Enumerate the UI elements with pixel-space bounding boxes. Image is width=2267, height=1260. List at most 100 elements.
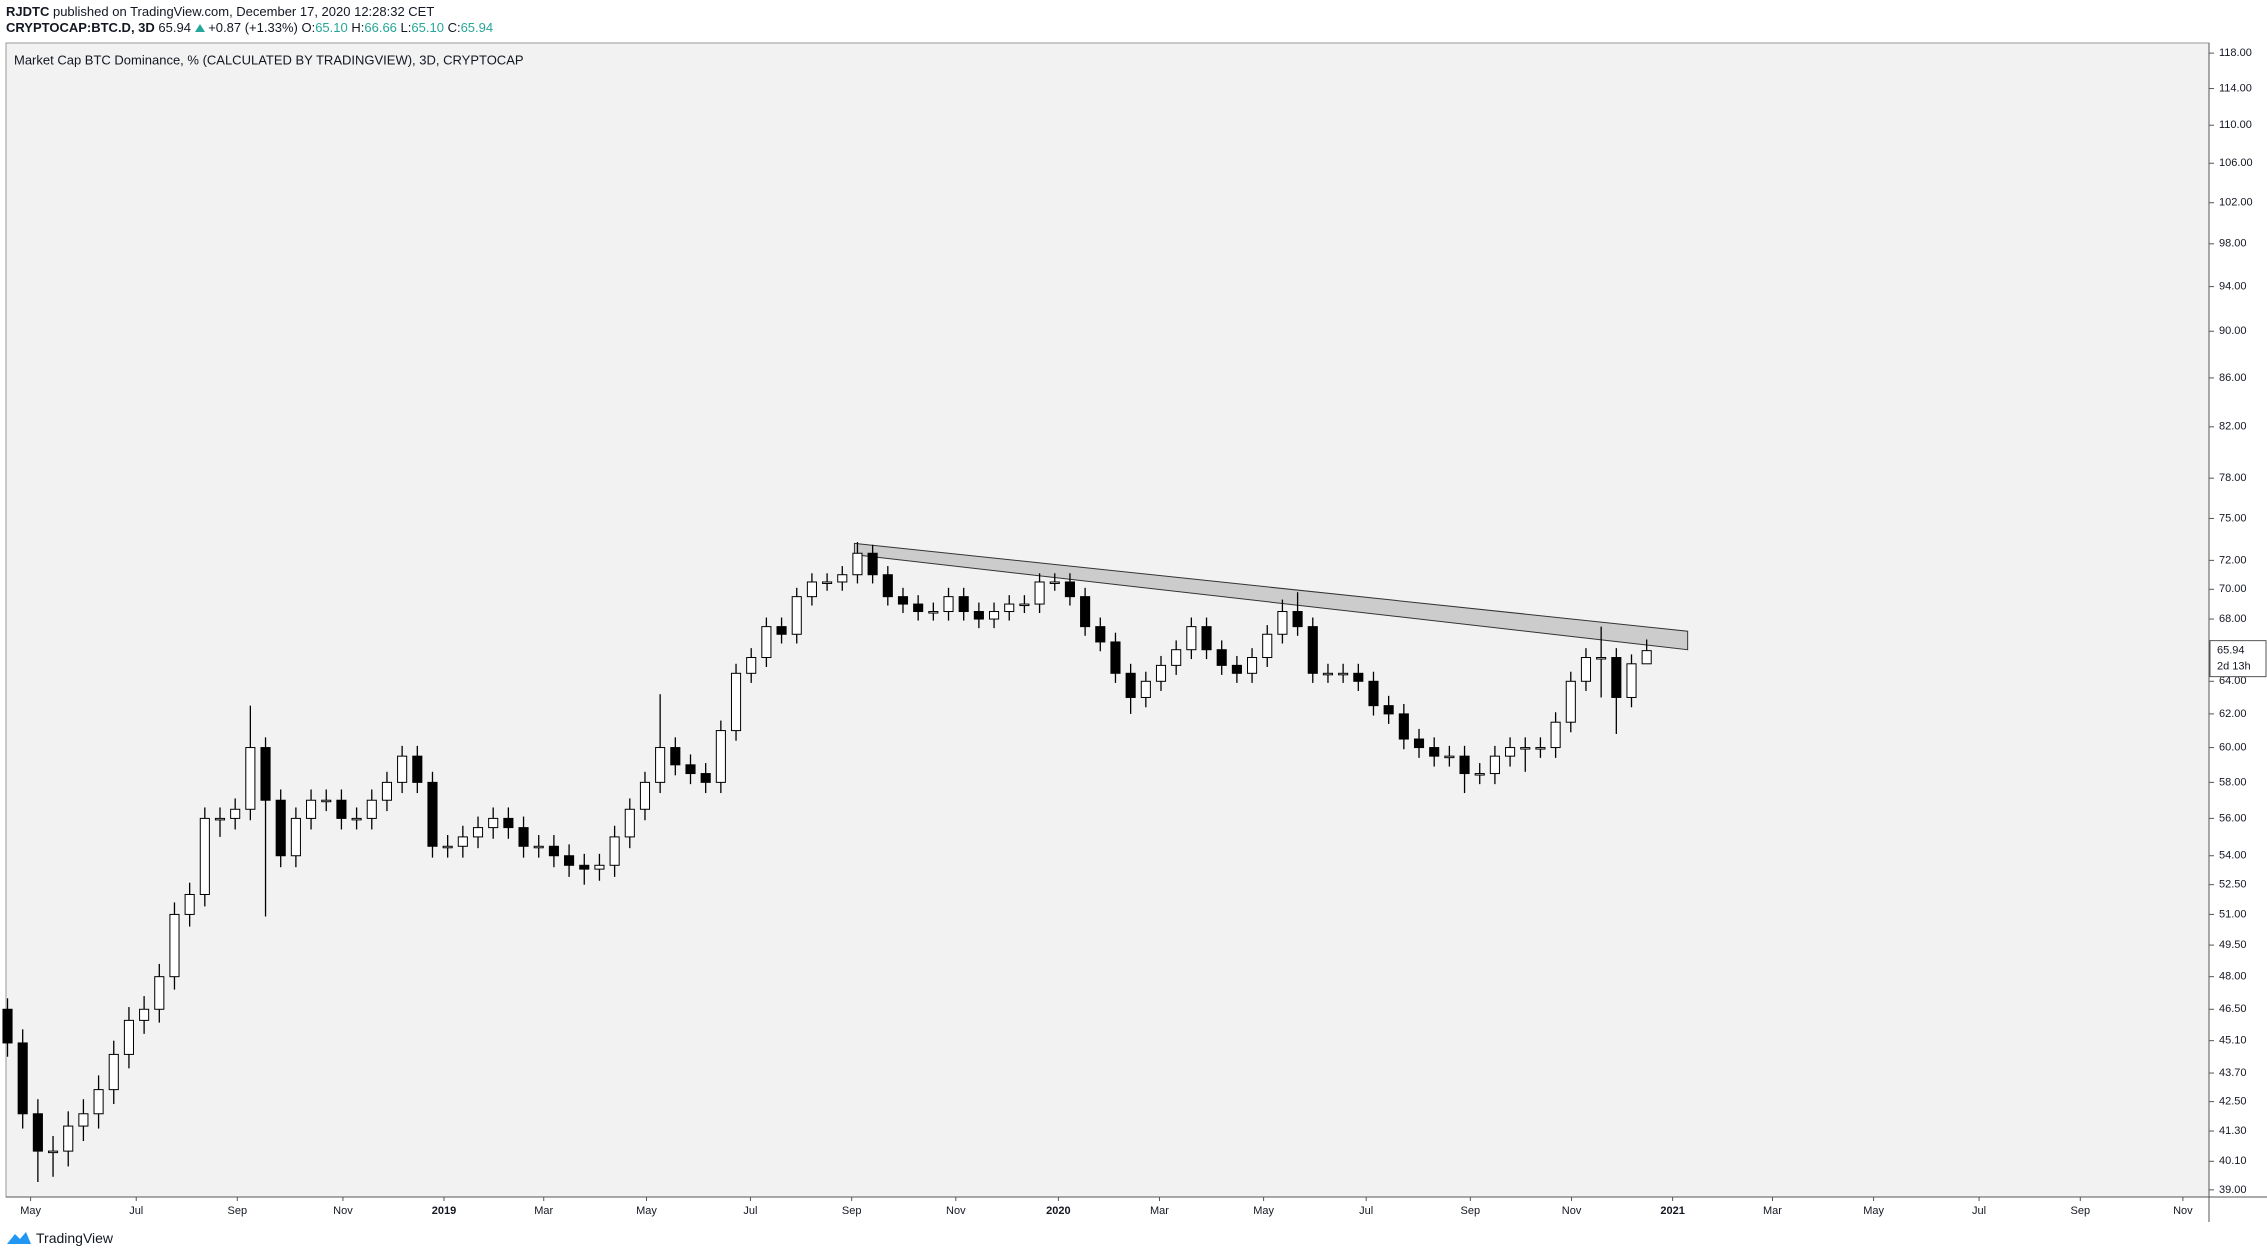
- chart-title: Market Cap BTC Dominance, % (CALCULATED …: [14, 52, 524, 67]
- candle-body: [594, 864, 605, 870]
- candle-body: [670, 747, 681, 766]
- candle-body: [1080, 596, 1091, 628]
- x-tick-label: 2020: [1046, 1205, 1070, 1217]
- y-tick-label: 41.30: [2219, 1125, 2247, 1137]
- x-tick-label: May: [1253, 1205, 1274, 1217]
- x-tick-label: Nov: [946, 1205, 966, 1217]
- candle-body: [579, 864, 590, 870]
- x-tick-label: Sep: [2071, 1205, 2091, 1217]
- candle-body: [958, 596, 969, 613]
- footer: TradingView: [6, 1230, 113, 1246]
- y-tick-label: 64.00: [2219, 675, 2247, 687]
- y-tick-label: 39.00: [2219, 1184, 2247, 1196]
- y-tick-label: 114.00: [2219, 82, 2252, 94]
- candle-body: [1034, 581, 1045, 605]
- candle-body: [867, 552, 878, 576]
- ohlc-value: 65.10: [411, 20, 444, 35]
- y-tick-label: 48.00: [2219, 971, 2247, 983]
- candle-body: [442, 845, 453, 849]
- candle-body: [17, 1042, 28, 1115]
- candle-body: [1186, 626, 1197, 651]
- x-tick-label: Mar: [1763, 1205, 1782, 1217]
- candle-body: [123, 1019, 134, 1055]
- y-tick-label: 70.00: [2219, 583, 2247, 595]
- candle-body: [1262, 633, 1273, 659]
- ohlc-value: 65.94: [460, 20, 494, 35]
- candle-body: [1125, 672, 1136, 698]
- candle-body: [882, 574, 893, 598]
- candle-body: [822, 581, 833, 584]
- candle-body: [108, 1053, 119, 1091]
- candle-body: [1368, 680, 1379, 707]
- y-tick-label: 82.00: [2219, 421, 2247, 433]
- y-tick-label: 75.00: [2219, 512, 2247, 524]
- candle-body: [230, 808, 241, 819]
- ohlc-value: 65.10: [315, 20, 348, 35]
- candle-body: [1413, 738, 1425, 749]
- candle-body: [169, 913, 180, 978]
- candle-body: [1398, 713, 1409, 740]
- candle-body: [412, 755, 423, 783]
- candle-body: [47, 1150, 59, 1154]
- candle-body: [1292, 611, 1303, 628]
- ohlc-key: C:: [447, 20, 461, 35]
- candle-body: [1474, 773, 1485, 776]
- candle-body: [685, 764, 696, 775]
- y-tick-label: 45.10: [2219, 1035, 2247, 1047]
- candle-body: [1459, 755, 1470, 775]
- x-tick-label: Sep: [1461, 1205, 1481, 1217]
- candle-body: [564, 855, 575, 866]
- candle-body: [488, 817, 499, 829]
- candle-body: [776, 626, 787, 635]
- candle-body: [1049, 581, 1060, 584]
- candle-body: [548, 845, 559, 857]
- candle-body: [806, 581, 817, 598]
- candle-body: [1505, 747, 1516, 757]
- y-tick-label: 68.00: [2219, 613, 2247, 625]
- ohlc-key: H:: [351, 20, 365, 35]
- candle-body: [32, 1113, 43, 1152]
- y-tick-label: 86.00: [2219, 372, 2247, 384]
- candle-body: [1110, 641, 1121, 674]
- candle-body: [139, 1008, 150, 1021]
- y-tick-label: 54.00: [2219, 850, 2247, 862]
- candle-body: [321, 799, 332, 803]
- candle-body: [1626, 663, 1637, 698]
- candle-body: [988, 611, 1000, 620]
- last: 65.94: [158, 20, 191, 35]
- candle-body: [1353, 672, 1364, 682]
- y-tick-label: 51.00: [2219, 908, 2247, 920]
- candle-body: [1338, 672, 1349, 676]
- y-tick-label: 62.00: [2219, 708, 2247, 720]
- candle-body: [1520, 747, 1531, 750]
- candle-body: [624, 808, 635, 838]
- candle-body: [761, 626, 772, 659]
- candle-body: [1322, 672, 1334, 676]
- price-label-box: [2209, 640, 2267, 678]
- ohlc-key: L:: [400, 20, 412, 35]
- candle-body: [913, 603, 924, 613]
- x-tick-label: Jul: [1359, 1205, 1373, 1217]
- x-tick-label: Nov: [2173, 1205, 2193, 1217]
- x-tick-label: Nov: [333, 1205, 353, 1217]
- candle-body: [351, 817, 362, 821]
- y-tick-label: 90.00: [2219, 325, 2247, 337]
- candle-body: [852, 552, 863, 576]
- y-tick-label: 42.50: [2219, 1096, 2247, 1108]
- candle-body: [897, 596, 909, 605]
- brand: TradingView: [36, 1230, 114, 1246]
- ohlc: O:65.10 H:66.66 L:65.10 C:65.94: [301, 20, 493, 35]
- change: +0.87 (+1.33%): [208, 20, 298, 35]
- ohlc-key: O:: [301, 20, 316, 35]
- candle-body: [533, 845, 544, 849]
- candle-body: [245, 747, 256, 810]
- y-tick-label: 60.00: [2219, 741, 2247, 753]
- chart: Market Cap BTC Dominance, % (CALCULATED …: [2, 42, 2267, 1222]
- candle-body: [1489, 755, 1500, 775]
- candle-body: [63, 1125, 74, 1152]
- y-tick-label: 56.00: [2219, 812, 2247, 824]
- candle-body: [746, 657, 757, 674]
- logo: [7, 1232, 31, 1244]
- x-tick-label: May: [20, 1205, 41, 1217]
